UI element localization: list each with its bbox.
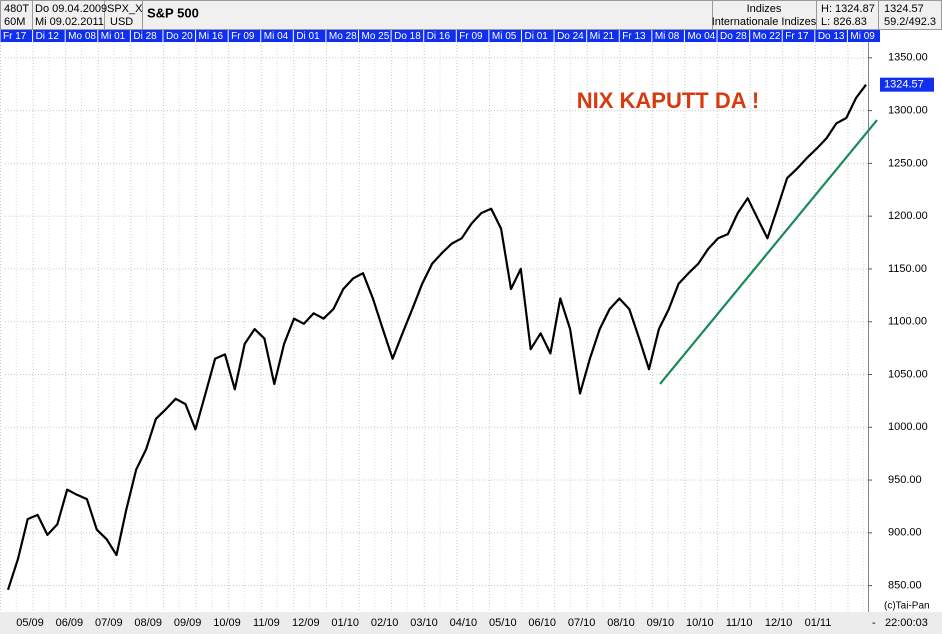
date-ribbon bbox=[0, 30, 880, 42]
header-text: 1324.57 bbox=[884, 3, 924, 15]
x-tick-label: 11/09 bbox=[253, 617, 280, 629]
ribbon-label: Di 28 bbox=[133, 31, 157, 42]
ribbon-label: Mi 04 bbox=[264, 31, 289, 42]
header-text: Mi 09.02.2011 bbox=[35, 16, 104, 28]
x-tick-label: 12/09 bbox=[292, 617, 320, 629]
ribbon-label: Mi 09 bbox=[850, 31, 875, 42]
y-tick-label: 1050.00 bbox=[888, 368, 928, 380]
y-tick-label: 950.00 bbox=[888, 474, 922, 486]
x-tick-label: 01/10 bbox=[331, 617, 359, 629]
x-axis-bar bbox=[0, 612, 942, 634]
ribbon-label: Do 24 bbox=[557, 31, 584, 42]
x-tick-label: 12/10 bbox=[765, 617, 793, 629]
y-tick-label: 1250.00 bbox=[888, 157, 928, 169]
header-text: Internationale Indizes bbox=[712, 16, 817, 28]
y-tick-label: 1150.00 bbox=[888, 263, 927, 275]
ribbon-label: Mo 08 bbox=[68, 31, 96, 42]
ribbon-label: Di 16 bbox=[427, 31, 451, 42]
ribbon-label: Fr 09 bbox=[459, 31, 483, 42]
ribbon-label: Mi 21 bbox=[590, 31, 615, 42]
last-price-box bbox=[880, 77, 934, 92]
ribbon-label: Do 18 bbox=[394, 31, 421, 42]
ribbon-label: Di 01 bbox=[524, 31, 548, 42]
header-text: 60M bbox=[4, 16, 25, 28]
ribbon-label: Mo 25 bbox=[362, 31, 390, 42]
x-tick-label: 07/10 bbox=[568, 617, 596, 629]
header-text: L: 826.83 bbox=[821, 16, 867, 28]
ribbon-label: Di 12 bbox=[36, 31, 60, 42]
ribbon-label: Mo 22 bbox=[753, 31, 781, 42]
y-tick-label: 1000.00 bbox=[888, 421, 928, 433]
ribbon-label: Fr 09 bbox=[231, 31, 255, 42]
header-text: SPX_X bbox=[107, 3, 143, 15]
price-line bbox=[6, 84, 867, 591]
header-cell bbox=[104, 0, 143, 30]
header-cell bbox=[0, 0, 33, 30]
footer-text: (c)Tai-Pan bbox=[884, 601, 930, 612]
x-tick-label: 01/11 bbox=[805, 617, 832, 629]
footer-text: 22:00:03 bbox=[885, 617, 928, 629]
x-tick-label: 09/09 bbox=[174, 617, 202, 629]
ribbon-label: Mo 28 bbox=[329, 31, 357, 42]
x-tick-label: 07/09 bbox=[95, 617, 123, 629]
x-tick-label: 08/09 bbox=[134, 617, 162, 629]
y-tick-label: 1300.00 bbox=[888, 105, 928, 117]
x-tick-label: 05/09 bbox=[16, 617, 44, 629]
x-tick-label: 06/09 bbox=[56, 617, 84, 629]
x-tick-label: 10/09 bbox=[213, 617, 241, 629]
y-tick-label: 1200.00 bbox=[888, 210, 928, 222]
ribbon-label: Mi 16 bbox=[199, 31, 224, 42]
x-tick-label: 10/10 bbox=[686, 617, 714, 629]
ribbon-label: Fr 17 bbox=[785, 31, 809, 42]
ribbon-label: Do 13 bbox=[818, 31, 845, 42]
ribbon-label: Mi 01 bbox=[101, 31, 126, 42]
header-cell bbox=[142, 0, 713, 30]
trend-line bbox=[659, 119, 878, 385]
header-text: Do 09.04.2009 bbox=[35, 3, 107, 15]
header-text: Indizes bbox=[747, 3, 782, 15]
x-tick-label: 08/10 bbox=[607, 617, 635, 629]
ribbon-label: Do 20 bbox=[166, 31, 193, 42]
y-tick-label: 850.00 bbox=[888, 580, 922, 592]
header-cell bbox=[712, 0, 817, 30]
header-text: H: 1324.87 bbox=[821, 3, 875, 15]
ribbon-label: Di 01 bbox=[296, 31, 320, 42]
header-text: USD bbox=[110, 16, 133, 28]
header-cell bbox=[878, 0, 942, 30]
header-cell bbox=[32, 0, 105, 30]
chart-title: S&P 500 bbox=[147, 5, 199, 20]
footer-text: - bbox=[872, 617, 876, 629]
annotation: NIX KAPUTT DA ! bbox=[577, 88, 760, 113]
x-tick-label: 09/10 bbox=[647, 617, 675, 629]
x-tick-label: 03/10 bbox=[410, 617, 438, 629]
x-tick-label: 04/10 bbox=[450, 617, 478, 629]
x-tick-label: 06/10 bbox=[528, 617, 556, 629]
header-text: 480T bbox=[4, 3, 29, 15]
y-tick-label: 900.00 bbox=[888, 527, 922, 539]
y-tick-label: 1100.00 bbox=[888, 316, 927, 328]
ribbon-label: Do 28 bbox=[720, 31, 747, 42]
y-tick-label: 1350.00 bbox=[888, 52, 928, 64]
ribbon-label: Fr 17 bbox=[3, 31, 27, 42]
x-tick-label: 11/10 bbox=[726, 617, 753, 629]
ribbon-label: Fr 13 bbox=[622, 31, 646, 42]
ribbon-label: Mo 04 bbox=[687, 31, 715, 42]
header-text: 59.2/492.3 bbox=[884, 16, 936, 28]
x-tick-label: 02/10 bbox=[371, 617, 399, 629]
ribbon-label: Mi 05 bbox=[492, 31, 517, 42]
last-price-label: 1324.57 bbox=[884, 79, 924, 91]
ribbon-group: Fr 17 Di 12 Mo 08 Mi 01 Di 28 Do 20 Mi 16 Fr 09… bbox=[0, 30, 875, 42]
x-tick-label: 05/10 bbox=[489, 617, 517, 629]
ribbon-label: Mi 08 bbox=[655, 31, 680, 42]
header-cell bbox=[816, 0, 879, 30]
